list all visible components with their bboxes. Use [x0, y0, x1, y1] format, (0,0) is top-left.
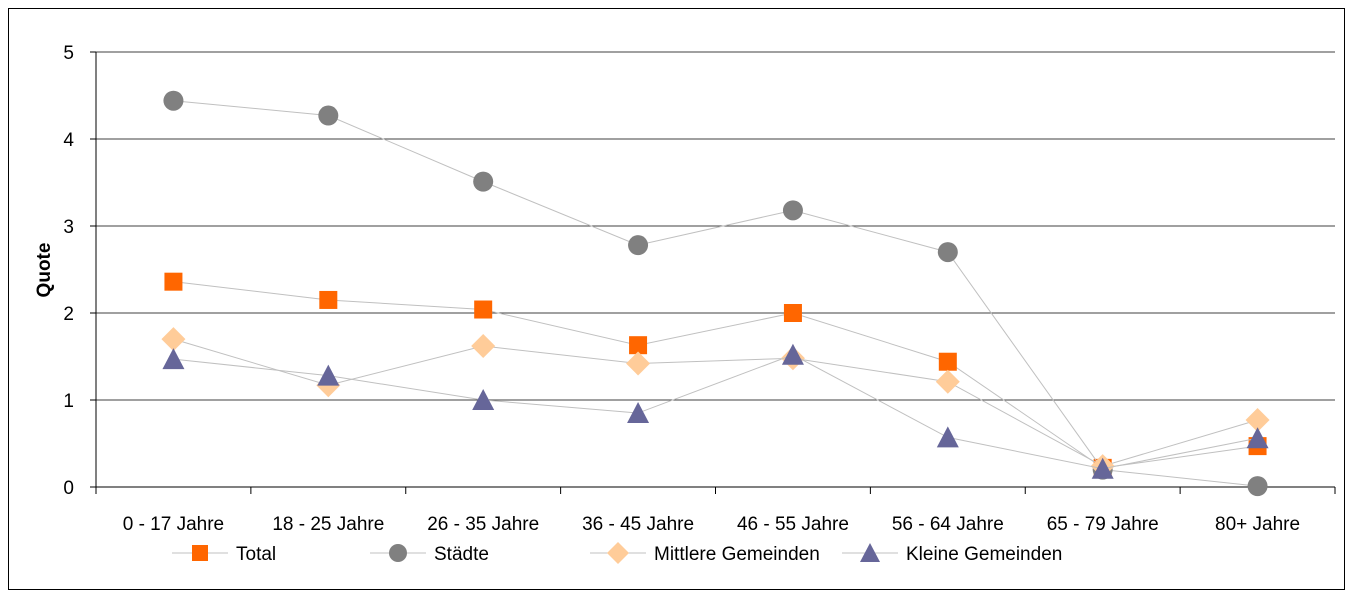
data-point — [472, 389, 495, 410]
x-tick-label: 56 - 64 Jahre — [892, 514, 1004, 535]
legend-label: Mittlere Gemeinden — [654, 544, 820, 565]
data-point — [937, 242, 958, 263]
legend-marker — [607, 542, 629, 564]
y-tick-labels: 0 1 2 3 4 5 — [63, 43, 74, 499]
data-point — [317, 364, 340, 386]
data-point — [474, 300, 493, 319]
data-point — [163, 90, 184, 111]
data-point — [628, 235, 649, 256]
legend-label: Städte — [434, 544, 489, 565]
x-tick-label: 26 - 35 Jahre — [427, 514, 539, 535]
data-point — [1246, 427, 1269, 449]
x-tick-label: 46 - 55 Jahre — [737, 514, 849, 535]
y-axis-label: Quote — [34, 243, 55, 298]
x-tick-label: 18 - 25 Jahre — [272, 514, 384, 535]
y-tick-label: 5 — [63, 43, 74, 64]
legend-label: Kleine Gemeinden — [906, 544, 1062, 565]
axes — [90, 51, 1336, 494]
data-point — [629, 336, 648, 355]
data-point — [782, 200, 803, 221]
data-point — [1091, 457, 1114, 479]
series-kleine-gemeinden — [162, 343, 1269, 479]
series-mittlere-gemeinden — [161, 327, 1270, 479]
x-tick-label: 80+ Jahre — [1215, 514, 1300, 535]
y-tick-label: 1 — [63, 391, 74, 412]
x-tick-label: 0 - 17 Jahre — [123, 514, 224, 535]
data-point — [164, 272, 183, 291]
y-tick-label: 0 — [63, 478, 74, 499]
data-point — [473, 171, 494, 192]
data-point — [162, 348, 185, 370]
data-point — [626, 351, 651, 376]
data-point — [781, 343, 804, 365]
x-tick-label: 36 - 45 Jahre — [582, 514, 694, 535]
legend: Total Städte Mittlere Gemeinden Kleine Geme… — [172, 542, 1062, 565]
data-point — [161, 327, 186, 352]
series-line — [173, 100, 1258, 487]
series-line — [173, 354, 1258, 470]
gridlines — [96, 51, 1335, 401]
x-tick-label: 65 - 79 Jahre — [1047, 514, 1159, 535]
y-tick-label: 3 — [63, 217, 74, 238]
series-line — [173, 338, 1258, 467]
data-point — [783, 304, 802, 322]
series-group — [161, 90, 1270, 497]
legend-item: Städte — [370, 544, 489, 565]
legend-label: Total — [236, 544, 276, 565]
data-point — [935, 369, 960, 394]
data-point — [936, 426, 959, 448]
legend-item: Total — [172, 544, 276, 565]
legend-item: Kleine Gemeinden — [842, 543, 1062, 565]
data-point — [938, 352, 957, 371]
series-line — [173, 281, 1258, 469]
data-point — [319, 290, 338, 309]
chart-frame — [8, 8, 1345, 590]
legend-marker — [389, 544, 407, 562]
x-tick-labels: 0 - 17 Jahre 18 - 25 Jahre 26 - 35 Jahre 36… — [123, 514, 1300, 535]
data-point — [1247, 476, 1268, 497]
data-point — [471, 334, 496, 359]
data-point — [1245, 408, 1270, 433]
y-tick-label: 4 — [63, 130, 74, 151]
legend-marker — [192, 545, 208, 561]
data-point — [318, 105, 339, 126]
y-tick-label: 2 — [63, 304, 74, 325]
legend-item: Mittlere Gemeinden — [590, 542, 820, 565]
data-point — [627, 402, 650, 424]
legend-marker — [860, 543, 880, 562]
